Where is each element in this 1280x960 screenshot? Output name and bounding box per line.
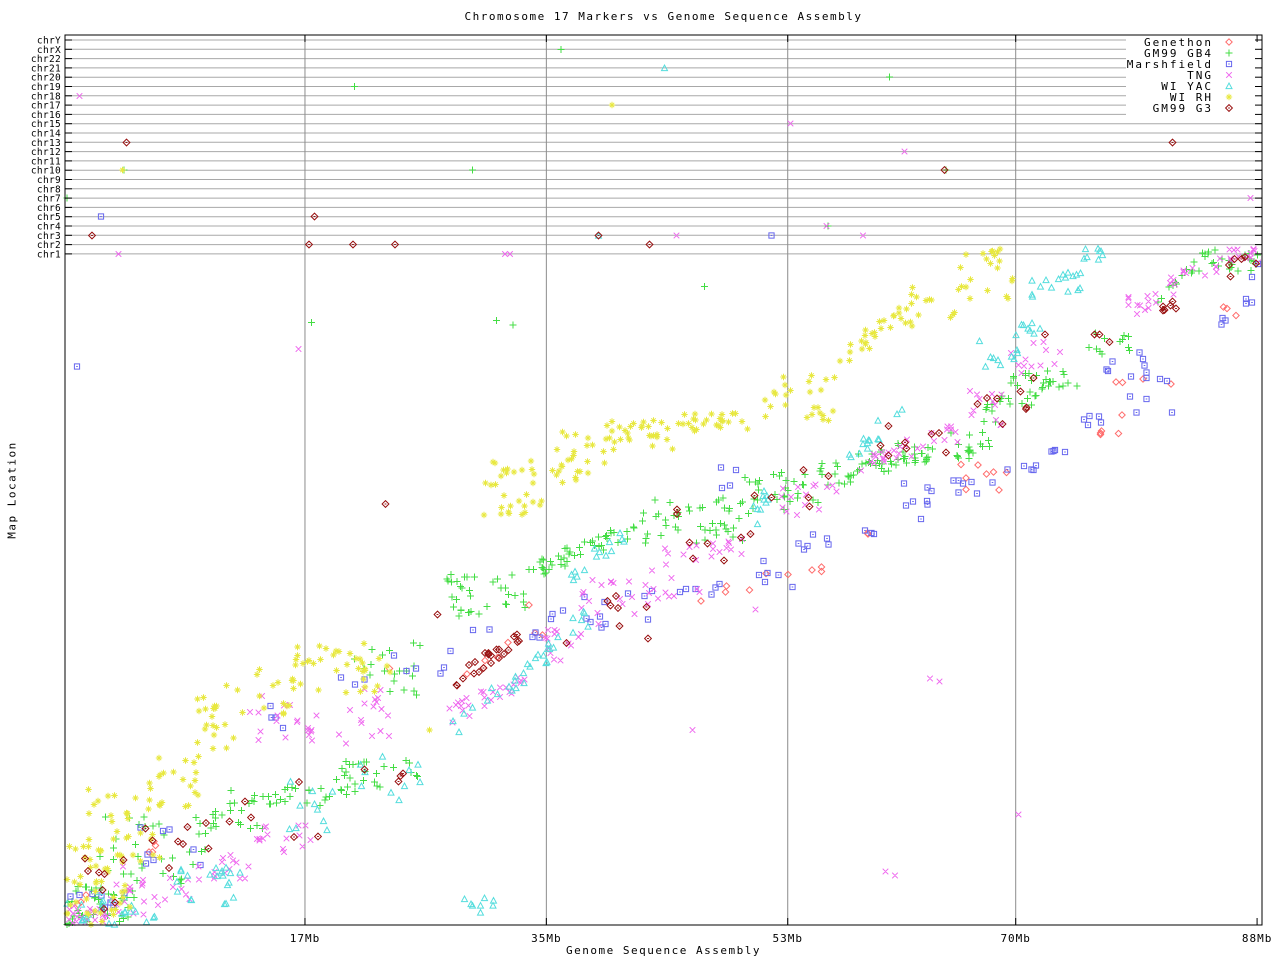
x-tick-label-88Mb: 88Mb <box>1242 932 1273 945</box>
chrom-label-chr8: chr8 <box>37 184 61 195</box>
legend-marker-icon-gm99-gb4 <box>1225 49 1233 57</box>
chrom-label-chrX: chrX <box>37 45 61 56</box>
chrom-label-chr14: chr14 <box>31 129 61 140</box>
legend-label-marshfield: Marshfield <box>1127 58 1213 71</box>
legend-entry-genethon: Genethon <box>1144 36 1233 49</box>
series-gm99-g3-points <box>80 138 1261 914</box>
chrom-label-chr3: chr3 <box>37 231 61 242</box>
legend-label-wi-yac: WI YAC <box>1161 80 1213 93</box>
x-tick-label-35Mb: 35Mb <box>531 932 562 945</box>
chart-title: Chromosome 17 Markers vs Genome Sequence… <box>464 10 863 23</box>
legend-entry-wi-yac: WI YAC <box>1161 80 1233 93</box>
chrom-label-chr20: chr20 <box>31 73 61 84</box>
axis-ticks <box>65 35 1262 925</box>
chrom-label-chr5: chr5 <box>37 212 61 223</box>
chrom-label-chr22: chr22 <box>31 54 61 65</box>
x-tick-label-17Mb: 17Mb <box>290 932 321 945</box>
legend-entry-gm99-gb4: GM99 GB4 <box>1144 47 1233 60</box>
series-gm99-gb4-points <box>63 46 1261 928</box>
chrom-label-chr17: chr17 <box>31 101 61 112</box>
legend-label-genethon: Genethon <box>1144 36 1213 49</box>
legend-marker-icon-wi-yac <box>1225 81 1233 90</box>
legend-entry-gm99-g3: GM99 G3 <box>1153 102 1234 115</box>
chrom-label-chr15: chr15 <box>31 119 61 130</box>
chrom-label-chr13: chr13 <box>31 138 61 149</box>
chrom-label-chr2: chr2 <box>37 240 61 251</box>
chrom-label-chr18: chr18 <box>31 91 61 102</box>
legend-marker-icon-wi-rh <box>1225 93 1233 101</box>
legend-marker-icon-tng <box>1225 71 1233 79</box>
chrom-label-chr19: chr19 <box>31 82 61 93</box>
y-axis-title: Map Location <box>5 441 19 539</box>
legend-background <box>1126 36 1260 115</box>
chrom-label-chr9: chr9 <box>37 175 61 186</box>
chrom-label-chr6: chr6 <box>37 203 61 214</box>
legend-label-gm99-gb4: GM99 GB4 <box>1144 47 1213 60</box>
chrom-label-chr7: chr7 <box>37 194 61 205</box>
chrom-label-chrY: chrY <box>37 36 61 47</box>
chrom-label-chr12: chr12 <box>31 147 61 158</box>
chrom-label-chr21: chr21 <box>31 63 61 74</box>
legend-entry-wi-rh: WI RH <box>1170 91 1233 104</box>
series-wi-yac-points <box>63 63 1107 928</box>
chrom-label-chr10: chr10 <box>31 166 61 177</box>
x-axis-title: Genome Sequence Assembly <box>566 944 761 957</box>
legend-label-gm99-g3: GM99 G3 <box>1153 102 1213 115</box>
legend-entry-tng: TNG <box>1187 69 1233 82</box>
legend-entry-marshfield: Marshfield <box>1127 58 1233 71</box>
chrom-label-chr4: chr4 <box>37 222 61 233</box>
series-genethon-points <box>74 303 1240 909</box>
series-wi-rh-points <box>63 101 1016 928</box>
chromosome-band: chrYchrXchr22chr21chr20chr19chr18chr17ch… <box>31 36 1262 260</box>
series-tng-points <box>65 92 1262 927</box>
legend-marker-icon-gm99-g3 <box>1224 103 1234 113</box>
plot-border <box>64 34 1263 926</box>
x-tick-label-70Mb: 70Mb <box>1000 932 1031 945</box>
legend-label-tng: TNG <box>1187 69 1213 82</box>
legend-marker-icon-marshfield <box>1225 60 1233 68</box>
series-marshfield-points <box>67 213 1262 911</box>
chrom-label-chr11: chr11 <box>31 156 61 167</box>
chrom-label-chr16: chr16 <box>31 110 61 121</box>
chrom-label-chr1: chr1 <box>37 249 61 260</box>
x-tick-label-53Mb: 53Mb <box>772 932 803 945</box>
legend-label-wi-rh: WI RH <box>1170 91 1213 104</box>
legend-marker-icon-genethon <box>1225 38 1233 46</box>
